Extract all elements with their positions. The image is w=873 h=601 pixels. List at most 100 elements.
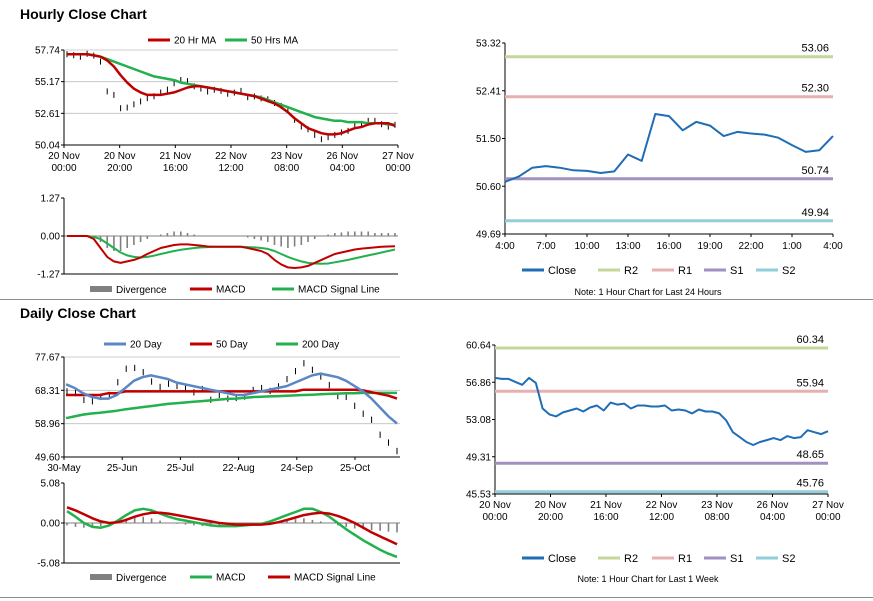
hourly-macd-divergence-bar <box>159 234 162 236</box>
hourly-close-24h-level-s1-label: 50.74 <box>801 165 829 177</box>
daily-price-x-tick-label: 25-Oct <box>340 463 370 474</box>
hourly-macd-divergence-bar <box>374 233 376 236</box>
hourly-macd-divergence-bar <box>233 236 236 237</box>
hourly-close-24h-legend-label: R2 <box>624 265 638 277</box>
daily-close-week-x-tick-label: 04:00 <box>760 512 785 523</box>
hourly-macd-divergence-bar <box>307 236 309 242</box>
daily-macd-divergence-bar <box>74 523 77 527</box>
hourly-close-24h-x-tick-label: 1:00 <box>782 241 802 252</box>
hourly-macd-y-tick-label: 1.27 <box>41 194 61 205</box>
hourly-close-24h-level-r1-label: 52.30 <box>801 83 829 95</box>
hourly-close-24h-y-tick-label: 49.69 <box>476 230 501 241</box>
hourly-macd-signal-line <box>67 235 396 265</box>
hourly-close-24h-legend-label: S1 <box>730 265 743 277</box>
hourly-macd-divergence-bar <box>280 236 282 247</box>
hourly-price-x-tick-label: 22 Nov <box>215 151 247 162</box>
daily-close-week-legend-label: S1 <box>730 553 743 565</box>
daily-macd-divergence-bar <box>91 523 94 528</box>
hourly-20hr-ma-line <box>67 52 396 136</box>
hourly-macd-divergence-bar <box>260 236 262 241</box>
daily-macd-divergence-bar <box>142 516 144 523</box>
section-separator <box>0 299 873 300</box>
hourly-macd-divergence-bar <box>193 234 195 236</box>
daily-macd-divergence-bar <box>286 519 288 523</box>
hourly-macd-divergence-legend-label: Divergence <box>116 285 167 296</box>
hourly-macd-divergence-bar <box>139 236 142 242</box>
hourly-macd-divergence-bar <box>320 236 323 237</box>
daily-close-week-x-tick-label: 27 Nov <box>812 500 844 511</box>
hourly-macd-divergence-bar <box>334 233 336 236</box>
hourly-price-y-tick-label: 55.17 <box>35 77 60 88</box>
hourly-macd-divergence-bar <box>267 236 269 242</box>
hourly-macd-divergence-bar <box>200 236 202 237</box>
daily-macd-divergence-bar <box>311 519 314 523</box>
daily-price-x-tick-label: 24-Sep <box>281 463 314 474</box>
daily-macd-divergence-bar <box>345 523 347 527</box>
daily-close-week-x-tick-label: 21 Nov <box>590 500 622 511</box>
daily-macd-divergence-bar <box>133 516 136 523</box>
hourly-macd-divergence-bar <box>206 236 209 237</box>
daily-macd-divergence-bar <box>379 523 381 531</box>
daily-price-y-tick-label: 68.31 <box>35 386 60 397</box>
daily-section-title: Daily Close Chart <box>20 305 136 321</box>
daily-macd-y-tick-label: -5.08 <box>37 559 60 570</box>
daily-macd-line <box>66 507 398 559</box>
daily-close-week-x-tick-label: 22 Nov <box>646 500 678 511</box>
hourly-macd-divergence-bar <box>119 236 122 251</box>
daily-close-week-level-r2-label: 60.34 <box>796 334 824 346</box>
hourly-price-x-tick-label: 00:00 <box>51 163 76 174</box>
daily-price-y-tick-label: 58.96 <box>35 419 60 430</box>
daily-macd-divergence-bar <box>294 519 297 523</box>
daily-price-50day-legend-label: 50 Day <box>216 340 248 351</box>
daily-close-week-close-line <box>494 376 829 446</box>
hourly-close-24h-x-tick-label: 10:00 <box>574 241 599 252</box>
daily-macd-divergence-bar <box>370 523 373 531</box>
hourly-price-y-tick-label: 52.61 <box>35 109 60 120</box>
daily-macd-macd-legend-label: MACD <box>216 573 245 584</box>
hourly-macd-divergence-bar <box>347 231 349 236</box>
hourly-macd-divergence-bar <box>220 236 222 237</box>
hourly-close-24h-close-line <box>504 113 834 183</box>
daily-close-week-x-tick-label: 08:00 <box>704 512 729 523</box>
hourly-macd-divergence-bar <box>327 234 329 236</box>
hourly-macd-divergence-bar <box>153 236 155 237</box>
hourly-close-24h-legend-label: Close <box>548 265 576 277</box>
bottom-separator <box>0 597 873 598</box>
hourly-price-x-tick-label: 08:00 <box>274 163 299 174</box>
daily-macd-divergence-bar <box>100 523 102 527</box>
daily-macd-divergence-bar <box>159 520 161 523</box>
hourly-price-x-tick-label: 00:00 <box>385 163 410 174</box>
hourly-macd-macd-legend-label: MACD <box>216 285 245 296</box>
daily-close-week-x-tick-label: 00:00 <box>815 512 840 523</box>
daily-price-x-tick-label: 22-Aug <box>222 463 254 474</box>
hourly-price-x-tick-label: 16:00 <box>163 163 188 174</box>
daily-close-week-x-tick-label: 20 Nov <box>535 500 567 511</box>
hourly-close-24h-y-tick-label: 53.32 <box>476 39 501 50</box>
hourly-close-24h-x-tick-label: 19:00 <box>697 241 722 252</box>
daily-close-week-y-tick-label: 45.53 <box>466 490 491 501</box>
daily-20day-line <box>65 372 398 425</box>
daily-price-y-tick-label: 77.67 <box>35 353 60 364</box>
daily-close-week-y-tick-label: 53.08 <box>466 415 491 426</box>
hourly-price-x-tick-label: 12:00 <box>218 163 243 174</box>
hourly-section-title: Hourly Close Chart <box>20 6 147 22</box>
hourly-macd-divergence-bar <box>367 231 369 236</box>
daily-macd-divergence-legend-label: Divergence <box>116 573 167 584</box>
daily-price-x-tick-label: 30-May <box>47 463 80 474</box>
daily-macd-divergence-bar <box>184 523 187 525</box>
daily-close-week-x-tick-label: 26 Nov <box>757 500 789 511</box>
hourly-50hr-ma-line <box>67 52 395 126</box>
hourly-price-50hr-ma-legend-label: 50 Hrs MA <box>251 36 299 47</box>
hourly-close-24h-level-s2-label: 49.94 <box>801 207 829 219</box>
hourly-macd-divergence-bar <box>340 232 343 236</box>
hourly-close-24h-x-tick-label: 7:00 <box>536 241 556 252</box>
hourly-price-x-tick-label: 23 Nov <box>271 151 303 162</box>
daily-macd-divergence-bar <box>150 518 153 523</box>
hourly-macd-divergence-bar <box>293 236 296 247</box>
hourly-close-24h-y-tick-label: 50.60 <box>476 182 501 193</box>
hourly-macd-divergence-bar <box>246 236 249 238</box>
hourly-macd-divergence-bar <box>240 236 242 237</box>
hourly-price-y-tick-label: 57.74 <box>35 46 60 57</box>
hourly-macd-divergence-bar <box>113 236 115 251</box>
